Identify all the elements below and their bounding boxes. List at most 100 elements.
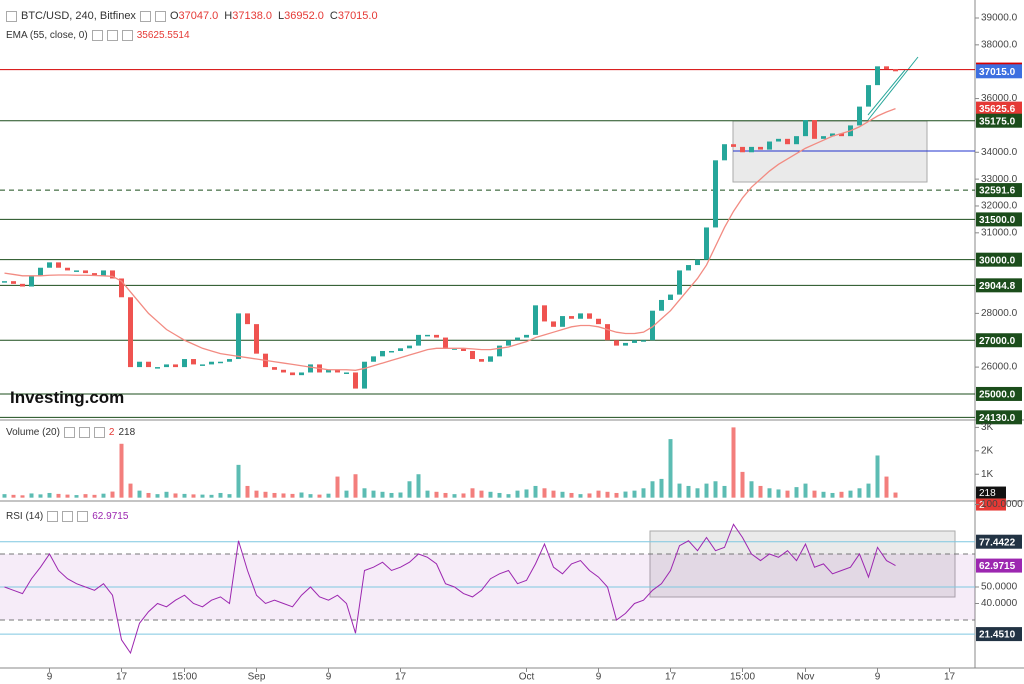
volume-bar (848, 490, 853, 498)
volume-bar (875, 455, 880, 498)
x-tick-label: 17 (944, 672, 956, 683)
candle (659, 299, 664, 311)
rsi-name: RSI (14) (6, 511, 44, 523)
volume-bar (803, 483, 808, 498)
y-tick-label: 40.0000 (981, 598, 1018, 609)
volume-bar (569, 492, 574, 498)
price-tag (976, 101, 1022, 116)
candle (704, 227, 709, 260)
volume-bar (605, 491, 610, 498)
volume-bar (452, 494, 457, 498)
candle (38, 267, 43, 276)
price-tag-label: 35175.0 (979, 116, 1016, 127)
volume-bar (416, 474, 421, 498)
volume-bar (398, 492, 403, 498)
candle (425, 334, 430, 337)
price-legend: BTC/USD, 240, Bitfinex O37047.0 H37138.0 L3… (6, 10, 388, 22)
watermark: Investing.com (10, 388, 125, 407)
candle (146, 361, 151, 368)
price-tag (976, 386, 1022, 401)
candle (668, 294, 673, 300)
readout-tag (976, 498, 1006, 511)
candle (2, 281, 7, 283)
y-tick-label: 31000.0 (981, 227, 1018, 238)
candle (353, 372, 358, 389)
candle (182, 359, 187, 368)
x-tick-label: 9 (596, 672, 602, 683)
candle (101, 270, 106, 276)
candle (542, 305, 547, 322)
volume-bar (65, 494, 70, 498)
candle (254, 324, 259, 354)
y-tick-label: 33000.0 (981, 174, 1018, 185)
candle (398, 348, 403, 351)
volume-bar (245, 485, 250, 498)
candle (65, 267, 70, 271)
candle (488, 356, 493, 362)
volume-bar (731, 427, 736, 498)
price-tag-label: 77.4422 (979, 537, 1016, 548)
candle (812, 120, 817, 139)
x-tick-label: 9 (47, 672, 53, 683)
y-tick-label: 36000.0 (981, 93, 1018, 104)
candle (722, 144, 727, 161)
volume-bar (137, 490, 142, 498)
volume-bar (236, 464, 241, 498)
volume-bar (695, 488, 700, 498)
candle (893, 69, 898, 72)
price-tag (976, 183, 1022, 198)
symbol: BTC/USD, 240, Bitfinex (21, 10, 136, 22)
volume-bar (596, 490, 601, 498)
price-tag-label: 25000.0 (979, 390, 1016, 401)
candle (533, 305, 538, 335)
volume-bar (344, 490, 349, 498)
volume-bar (155, 494, 160, 498)
price-tag (976, 64, 1022, 79)
trend-line (867, 69, 906, 116)
ohlc-value: 37047.0 (178, 10, 219, 22)
y-tick-label: 3K (981, 422, 994, 433)
volume-bar (767, 488, 772, 498)
volume-bar (128, 483, 133, 498)
candle (299, 372, 304, 376)
rsi-line (4, 523, 896, 655)
candle (470, 350, 475, 360)
candle (686, 265, 691, 271)
volume-bar (83, 494, 88, 498)
ohlc-value: 37015.0 (337, 10, 378, 22)
price-tag-label: 31500.0 (979, 215, 1016, 226)
volume-bar (461, 493, 466, 498)
volume-bar (470, 488, 475, 498)
candle (839, 133, 844, 137)
volume-bar (641, 488, 646, 498)
candle (497, 345, 502, 357)
volume-bar (776, 489, 781, 498)
ohlc-key: H (224, 10, 233, 22)
volume-bar (587, 493, 592, 498)
volume-bar (281, 493, 286, 498)
volume-bar (326, 493, 331, 498)
candle (767, 141, 772, 150)
volume-bar (740, 471, 745, 498)
volume-bar (632, 490, 637, 498)
volume-bar (668, 439, 673, 498)
y-tick-label: 34000.0 (981, 147, 1018, 158)
candle (173, 364, 178, 368)
volume-bar (407, 481, 412, 498)
price-tag (976, 534, 1022, 549)
rsi-legend: RSI (14) 62.9715 (6, 511, 132, 522)
readout-label: 218 (979, 488, 996, 499)
candle (227, 359, 232, 362)
candle (110, 270, 115, 279)
candle (155, 367, 160, 369)
x-tick-label: 15:00 (730, 672, 755, 683)
volume-bar (362, 488, 367, 498)
y-tick-label: 39000.0 (981, 13, 1018, 24)
price-tag (976, 212, 1022, 227)
volume-bar (560, 491, 565, 498)
volume-bar (830, 492, 835, 498)
candle (713, 160, 718, 228)
volume-bar (173, 493, 178, 498)
candle (389, 350, 394, 353)
